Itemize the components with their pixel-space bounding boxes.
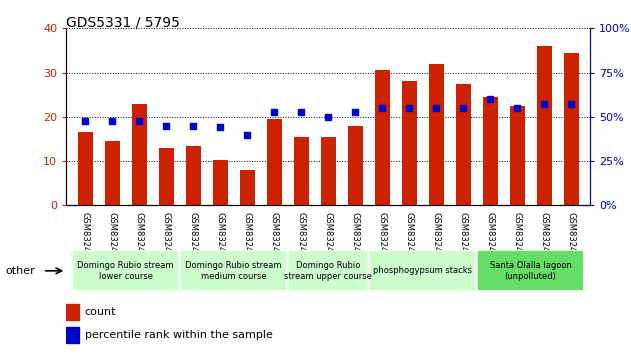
Point	[161, 123, 171, 129]
FancyBboxPatch shape	[180, 250, 287, 291]
Point	[566, 101, 576, 107]
FancyBboxPatch shape	[72, 250, 179, 291]
Text: Santa Olalla lagoon
(unpolluted): Santa Olalla lagoon (unpolluted)	[490, 261, 572, 280]
Bar	[348, 126, 363, 205]
Bar	[537, 46, 551, 205]
Point	[188, 123, 198, 129]
Point	[539, 101, 549, 107]
Bar	[105, 141, 119, 205]
Text: GDS5331 / 5795: GDS5331 / 5795	[66, 16, 180, 30]
Bar	[186, 145, 201, 205]
Point	[296, 110, 306, 115]
Bar	[321, 137, 336, 205]
Bar	[66, 304, 80, 320]
Bar	[213, 160, 228, 205]
Bar	[132, 104, 146, 205]
Point	[512, 105, 522, 111]
Point	[215, 125, 225, 130]
Bar	[375, 70, 389, 205]
Text: other: other	[5, 266, 35, 276]
Bar	[159, 148, 174, 205]
Bar	[456, 84, 471, 205]
FancyBboxPatch shape	[477, 250, 584, 291]
Bar	[483, 97, 497, 205]
Text: percentile rank within the sample: percentile rank within the sample	[85, 330, 273, 341]
Bar	[402, 81, 416, 205]
Point	[404, 105, 414, 111]
Text: Domingo Rubio stream
lower course: Domingo Rubio stream lower course	[78, 261, 174, 280]
Bar	[293, 137, 309, 205]
Text: Domingo Rubio stream
medium course: Domingo Rubio stream medium course	[186, 261, 282, 280]
Point	[269, 110, 279, 115]
Bar	[78, 132, 93, 205]
Bar	[510, 106, 524, 205]
FancyBboxPatch shape	[369, 250, 476, 291]
Bar	[563, 53, 579, 205]
Point	[377, 105, 387, 111]
Text: phosphogypsum stacks: phosphogypsum stacks	[373, 266, 472, 275]
FancyBboxPatch shape	[288, 250, 368, 291]
Bar	[267, 119, 281, 205]
Text: count: count	[85, 307, 116, 318]
Point	[134, 118, 144, 124]
Bar	[240, 170, 254, 205]
Bar	[66, 327, 80, 343]
Bar	[428, 64, 444, 205]
Point	[485, 96, 495, 102]
Point	[107, 118, 117, 124]
Point	[323, 114, 333, 120]
Point	[458, 105, 468, 111]
Text: Domingo Rubio
stream upper course: Domingo Rubio stream upper course	[284, 261, 372, 280]
Point	[242, 132, 252, 137]
Point	[350, 110, 360, 115]
Point	[80, 118, 90, 124]
Point	[431, 105, 441, 111]
